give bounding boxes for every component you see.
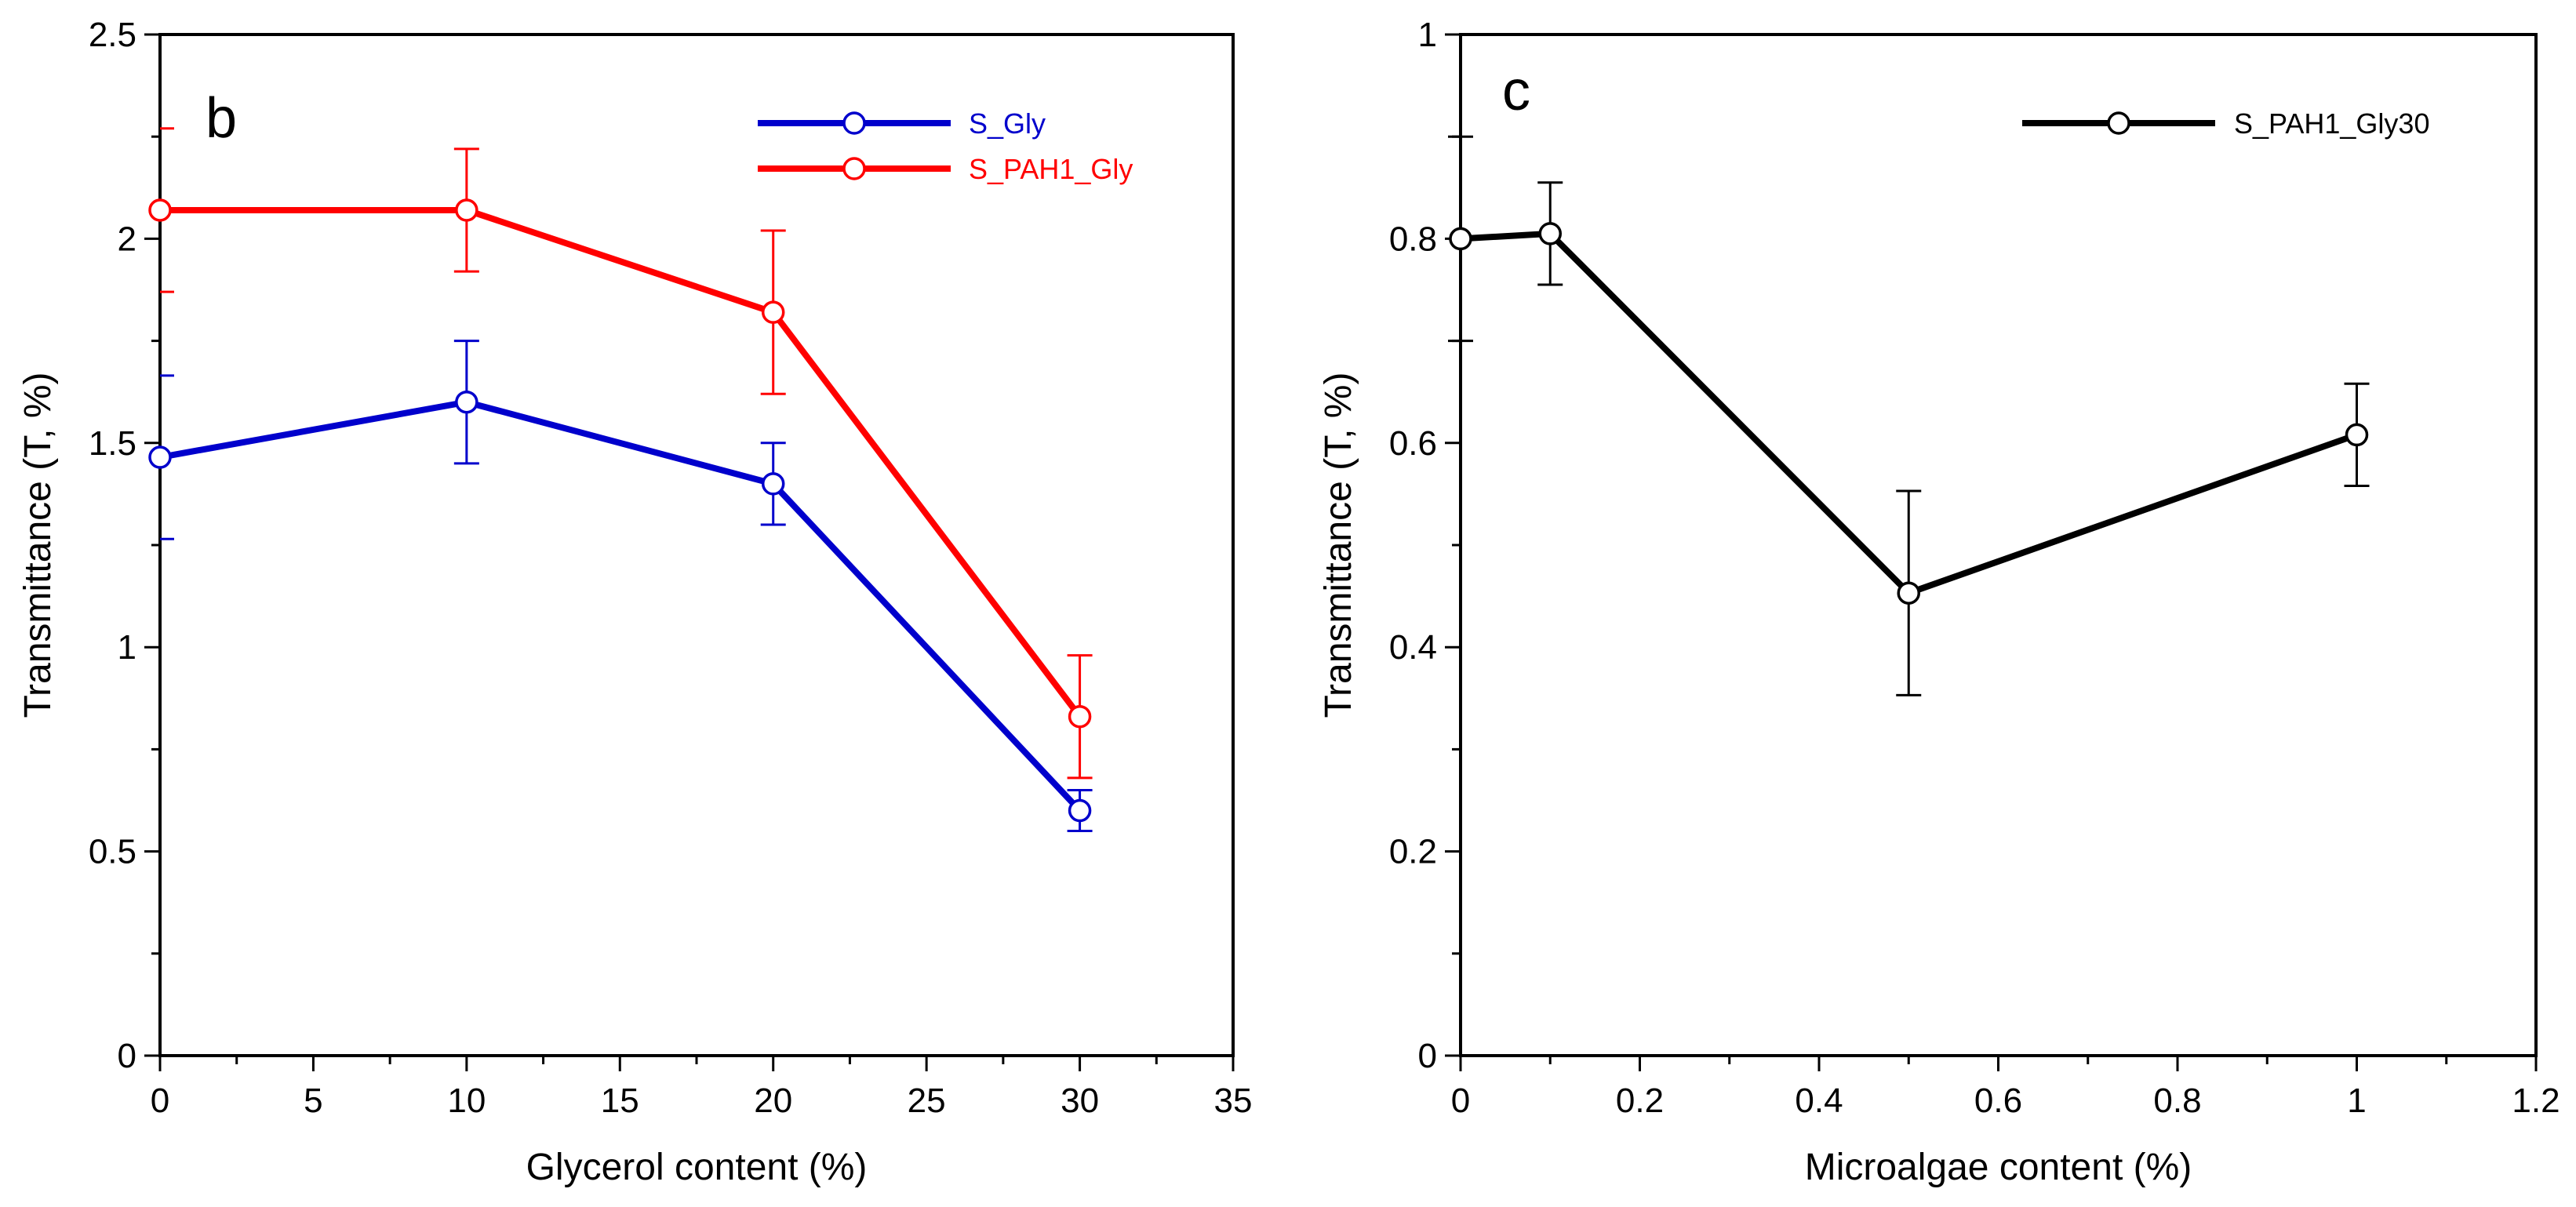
- series-line: [1460, 230, 2358, 597]
- x-tick-label: 0: [1451, 1082, 1470, 1120]
- data-point: [1068, 798, 1092, 823]
- series-S_Gly: [148, 340, 1093, 833]
- x-tick-label: 15: [601, 1082, 639, 1120]
- data-point: [1538, 222, 1562, 245]
- x-tick-label: 1.2: [2512, 1082, 2560, 1120]
- x-axis-label: Microalgae content (%): [1805, 1147, 2192, 1188]
- x-tick-label: 0.2: [1616, 1082, 1664, 1120]
- x-tick-label: 30: [1061, 1082, 1099, 1120]
- legend-label: S_PAH1_Gly30: [2234, 107, 2429, 140]
- data-point: [2345, 423, 2369, 447]
- series-line: [159, 398, 1082, 813]
- legend-marker: [842, 111, 866, 135]
- x-tick-label: 5: [304, 1082, 322, 1120]
- data-point: [1449, 227, 1472, 251]
- data-point: [148, 445, 172, 469]
- chart-panel-b: 0 5 10 15 20 25 30 35 0 0.5 1 1.5 2 2.5 Glycerol conte…: [17, 16, 1252, 1188]
- x-tick-label: 25: [908, 1082, 946, 1120]
- y-tick-label: 1: [1418, 16, 1437, 54]
- data-point: [761, 472, 785, 496]
- y-tick-label: 2.5: [89, 16, 136, 54]
- chart-panel-c: 0 0.2 0.4 0.6 0.8 1 1.2 0 0.2 0.4 0.6 0.8 1 Microalga…: [1318, 16, 2560, 1188]
- panel-letter: b: [206, 87, 237, 150]
- legend-entry: S_PAH1_Gly: [758, 153, 1133, 185]
- y-tick-label: 1.5: [89, 424, 136, 463]
- data-point: [1068, 704, 1092, 729]
- data-point: [455, 390, 478, 414]
- legend-label: S_Gly: [969, 107, 1046, 140]
- y-tick-label: 0.5: [89, 833, 136, 871]
- x-tick-label: 1: [2347, 1082, 2366, 1120]
- legend-entry: S_PAH1_Gly30: [2022, 107, 2429, 140]
- data-point: [761, 300, 785, 324]
- y-tick-label: 0: [118, 1037, 136, 1075]
- series-S_PAH1_Gly: [148, 127, 1093, 780]
- series-S_PAH1_Gly30: [1448, 135, 2370, 696]
- x-tick-label: 0.6: [1974, 1082, 2022, 1120]
- series-line: [160, 206, 1082, 719]
- legend-entry: S_Gly: [758, 107, 1046, 140]
- plot-frame: [158, 33, 1235, 1057]
- data-point: [455, 198, 478, 222]
- y-axis-label: Transmittance (T, %): [1318, 373, 1359, 718]
- data-point: [1897, 581, 1920, 605]
- y-tick-label: 1: [118, 628, 136, 667]
- data-point: [148, 198, 172, 222]
- panel-letter: c: [1502, 60, 1530, 122]
- y-tick-label: 2: [118, 220, 136, 258]
- y-tick-label: 0: [1418, 1037, 1437, 1075]
- x-tick-label: 10: [447, 1082, 486, 1120]
- legend-marker: [2107, 111, 2130, 135]
- x-tick-label: 0.8: [2153, 1082, 2201, 1120]
- x-axis-label: Glycerol content (%): [526, 1147, 868, 1188]
- y-tick-label: 0.4: [1389, 628, 1437, 667]
- y-axis-label: Transmittance (T, %): [17, 373, 59, 718]
- y-tick-label: 0.6: [1389, 424, 1437, 463]
- x-tick-label: 0.4: [1795, 1082, 1843, 1120]
- x-tick-label: 20: [754, 1082, 792, 1120]
- legend-label: S_PAH1_Gly: [969, 153, 1133, 185]
- legend-marker: [842, 157, 866, 180]
- x-tick-label: 35: [1214, 1082, 1253, 1120]
- y-tick-label: 0.2: [1389, 833, 1437, 871]
- plot-frame: [1459, 33, 2538, 1057]
- y-tick-label: 0.8: [1389, 220, 1437, 258]
- x-tick-label: 0: [151, 1082, 169, 1120]
